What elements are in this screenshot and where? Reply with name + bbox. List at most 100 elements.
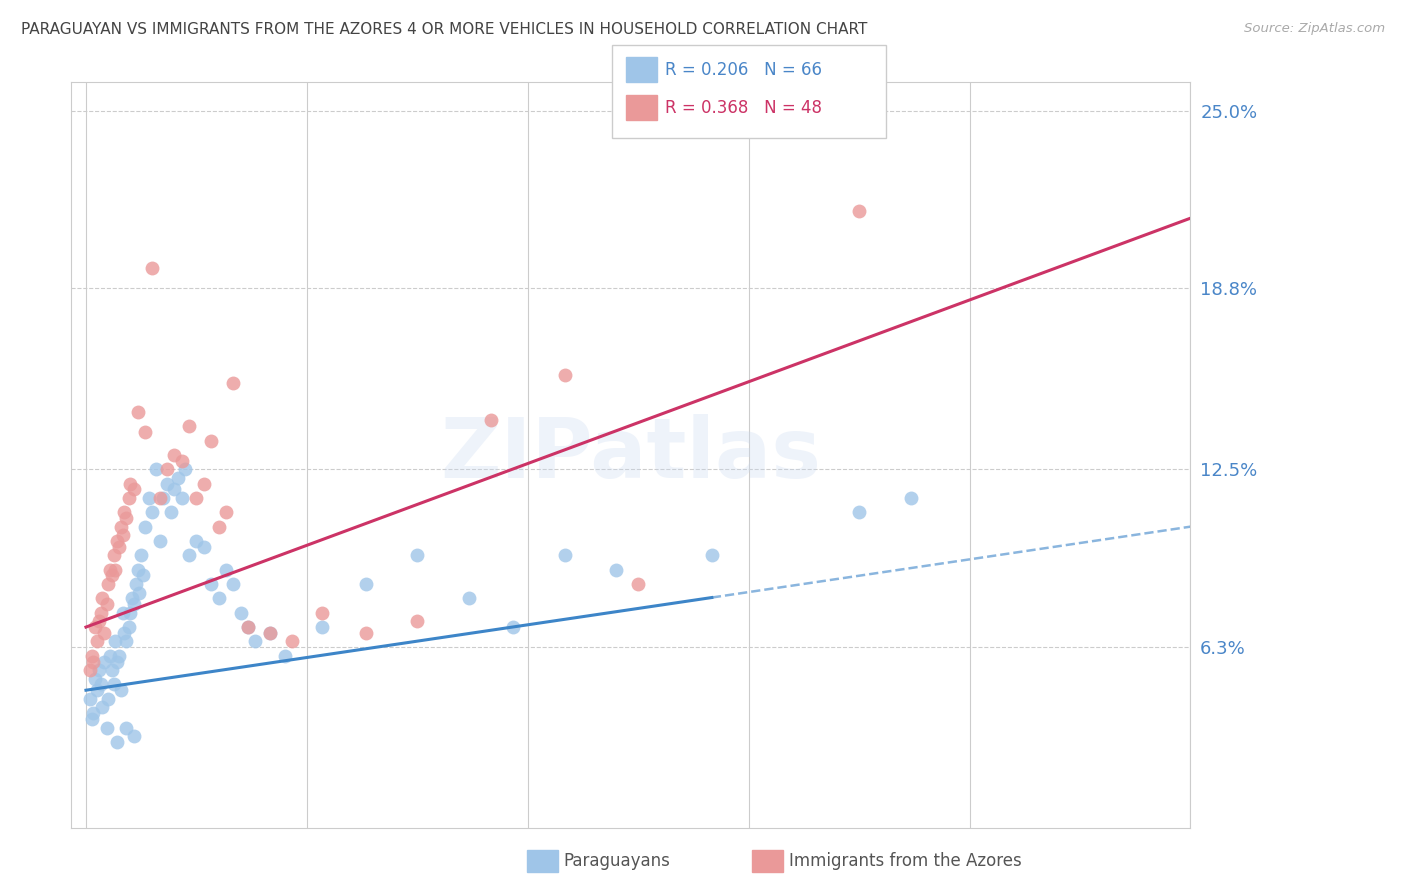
Point xyxy=(115,634,138,648)
Point xyxy=(120,476,142,491)
Point xyxy=(170,491,193,505)
Point xyxy=(86,683,108,698)
Point xyxy=(110,519,132,533)
Point xyxy=(83,620,105,634)
Point xyxy=(108,648,131,663)
Point xyxy=(90,606,112,620)
Point xyxy=(112,625,135,640)
Point xyxy=(105,655,128,669)
Point xyxy=(129,549,152,563)
Point xyxy=(274,648,297,663)
Point xyxy=(125,577,148,591)
Point xyxy=(96,721,118,735)
Text: Source: ZipAtlas.com: Source: ZipAtlas.com xyxy=(1244,22,1385,36)
Text: ZIPatlas: ZIPatlas xyxy=(440,415,821,495)
Point xyxy=(97,577,120,591)
Point xyxy=(200,434,222,448)
Point xyxy=(80,712,103,726)
Point xyxy=(259,625,281,640)
Point xyxy=(122,729,145,743)
Point xyxy=(128,585,150,599)
Text: PARAGUAYAN VS IMMIGRANTS FROM THE AZORES 4 OR MORE VEHICLES IN HOUSEHOLD CORRELA: PARAGUAYAN VS IMMIGRANTS FROM THE AZORES… xyxy=(21,22,868,37)
Point xyxy=(121,591,143,606)
Point xyxy=(93,655,115,669)
Point xyxy=(215,505,238,519)
Point xyxy=(82,706,104,721)
Point xyxy=(163,483,186,497)
Point xyxy=(149,491,172,505)
Point xyxy=(311,620,333,634)
Point xyxy=(406,549,429,563)
Point xyxy=(122,483,145,497)
Point xyxy=(152,491,174,505)
Point xyxy=(80,648,103,663)
Point xyxy=(91,700,114,714)
Point xyxy=(103,549,125,563)
Point xyxy=(91,591,114,606)
Point xyxy=(79,663,101,677)
Point xyxy=(554,549,576,563)
Point xyxy=(149,534,172,549)
Point xyxy=(89,663,111,677)
Text: R = 0.368   N = 48: R = 0.368 N = 48 xyxy=(665,99,823,117)
Point xyxy=(222,577,245,591)
Point xyxy=(193,540,215,554)
Point xyxy=(167,471,190,485)
Point xyxy=(104,563,127,577)
Point xyxy=(141,505,163,519)
Point xyxy=(627,577,650,591)
Point xyxy=(118,620,141,634)
Point xyxy=(406,615,429,629)
Point xyxy=(110,683,132,698)
Point xyxy=(848,505,870,519)
Point xyxy=(177,419,200,434)
Point xyxy=(100,663,122,677)
Point xyxy=(311,606,333,620)
Point xyxy=(90,677,112,691)
Point xyxy=(98,648,121,663)
Point xyxy=(118,491,141,505)
Text: Immigrants from the Azores: Immigrants from the Azores xyxy=(789,852,1022,871)
Point xyxy=(186,491,208,505)
Point xyxy=(222,376,245,391)
Point xyxy=(354,625,377,640)
Point xyxy=(100,568,122,582)
Point xyxy=(554,368,576,382)
Point xyxy=(354,577,377,591)
Point xyxy=(105,534,128,549)
Point xyxy=(122,597,145,611)
Point xyxy=(112,505,135,519)
Text: R = 0.206   N = 66: R = 0.206 N = 66 xyxy=(665,61,823,78)
Point xyxy=(120,606,142,620)
Text: Paraguayans: Paraguayans xyxy=(564,852,671,871)
Point xyxy=(82,655,104,669)
Point xyxy=(134,519,156,533)
Point xyxy=(103,677,125,691)
Point xyxy=(502,620,524,634)
Point xyxy=(83,672,105,686)
Point xyxy=(141,261,163,276)
Point xyxy=(127,405,149,419)
Point xyxy=(156,462,179,476)
Point xyxy=(163,448,186,462)
Point xyxy=(159,505,181,519)
Point xyxy=(138,491,160,505)
Point xyxy=(236,620,259,634)
Point xyxy=(215,563,238,577)
Point xyxy=(111,528,134,542)
Point xyxy=(848,204,870,219)
Point xyxy=(156,476,179,491)
Point xyxy=(186,534,208,549)
Point xyxy=(145,462,167,476)
Point xyxy=(79,691,101,706)
Point xyxy=(605,563,627,577)
Point xyxy=(700,549,723,563)
Point xyxy=(134,425,156,439)
Point xyxy=(193,476,215,491)
Point xyxy=(236,620,259,634)
Point xyxy=(86,634,108,648)
Point xyxy=(111,606,134,620)
Point xyxy=(108,540,131,554)
Point xyxy=(174,462,197,476)
Point xyxy=(105,735,128,749)
